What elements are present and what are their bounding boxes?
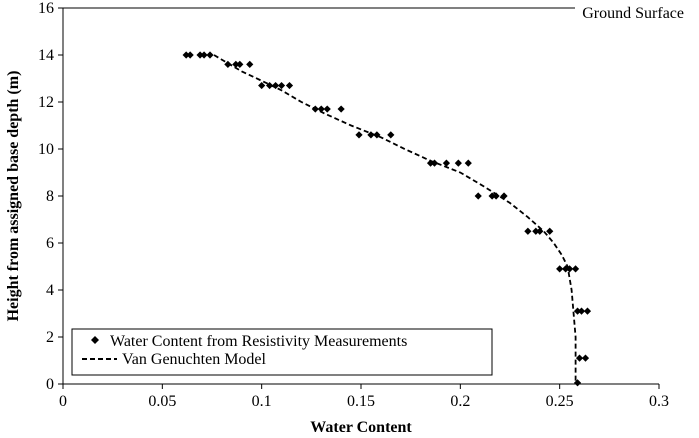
- data-point: [236, 60, 244, 68]
- data-point: [337, 105, 345, 113]
- x-axis-title: Water Content: [310, 419, 412, 436]
- data-point: [562, 265, 570, 273]
- x-tick-label: 0: [59, 393, 67, 410]
- y-tick-label: 2: [46, 329, 54, 346]
- data-point: [575, 354, 584, 362]
- y-tick-label: 10: [38, 141, 54, 158]
- y-tick-label: 6: [46, 235, 54, 252]
- x-tick-label: 0.2: [450, 393, 470, 410]
- data-point: [464, 159, 472, 167]
- data-point: [182, 51, 190, 59]
- data-point: [317, 105, 325, 113]
- ground-surface-label: Ground Surface: [582, 5, 684, 22]
- data-point: [454, 159, 462, 167]
- data-point: [492, 192, 500, 200]
- legend-label-model: Van Genuchten Model: [122, 351, 267, 368]
- data-point: [571, 265, 580, 273]
- data-point: [532, 227, 540, 235]
- data-point: [488, 192, 496, 200]
- data-point: [426, 159, 435, 167]
- data-point: [311, 105, 319, 113]
- legend-box: [71, 328, 493, 376]
- x-tick-label: 0.1: [252, 393, 272, 410]
- data-point: [258, 81, 266, 90]
- data-point: [206, 51, 214, 59]
- data-point: [387, 131, 395, 139]
- data-point: [524, 227, 532, 235]
- plot-area: 0 0.05 0.1 0.15 0.2 0.25 0.3 0 2 4 6 8 10 12 14 16: [38, 0, 669, 410]
- y-tick-label: 8: [46, 188, 54, 205]
- y-tick-label: 4: [46, 282, 54, 299]
- legend: Water Content from Resistivity Measureme…: [71, 328, 493, 376]
- data-point: [285, 81, 294, 90]
- data-point: [367, 131, 375, 139]
- data-point: [196, 51, 204, 59]
- x-tick-label: 0.25: [546, 393, 574, 410]
- data-point: [200, 51, 208, 59]
- data-point: [577, 307, 586, 315]
- series-line-van-genuchten: [213, 54, 577, 384]
- data-point: [500, 192, 508, 200]
- data-point: [271, 81, 280, 90]
- data-point: [266, 81, 274, 90]
- data-point: [224, 60, 232, 68]
- legend-label-scatter: Water Content from Resistivity Measureme…: [110, 333, 407, 350]
- y-tick-label: 12: [38, 94, 54, 111]
- data-point: [323, 105, 331, 113]
- y-tick-label: 14: [38, 47, 54, 64]
- y-tick-label: 16: [38, 0, 54, 17]
- data-point: [566, 265, 574, 273]
- y-tick-label: 0: [46, 376, 54, 393]
- data-point: [186, 51, 194, 59]
- data-point: [373, 131, 381, 139]
- data-point: [232, 60, 240, 68]
- data-point: [430, 159, 439, 167]
- data-point: [581, 354, 590, 362]
- legend-marker-scatter: [91, 336, 99, 344]
- x-tick-label: 0.05: [148, 393, 176, 410]
- data-point: [573, 307, 582, 315]
- x-tick-label: 0.3: [649, 393, 669, 410]
- data-point: [583, 307, 592, 315]
- data-point: [546, 227, 554, 235]
- data-point: [355, 131, 363, 139]
- data-point: [573, 379, 582, 387]
- data-point: [442, 159, 451, 167]
- y-axis-title: Height from assigned base depth (m): [5, 71, 22, 322]
- x-tick-label: 0.15: [347, 393, 375, 410]
- data-point: [246, 60, 254, 68]
- data-point: [556, 265, 564, 273]
- data-point: [277, 81, 286, 90]
- data-point: [536, 227, 544, 235]
- data-point: [474, 192, 482, 200]
